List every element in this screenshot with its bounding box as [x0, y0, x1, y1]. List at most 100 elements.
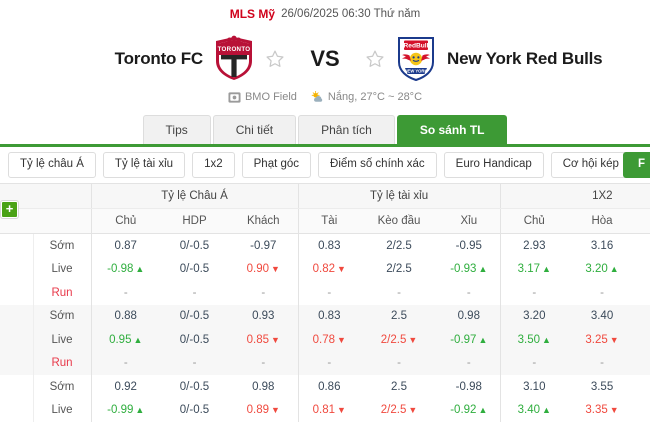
odds-cell[interactable]: 0.86 [297, 375, 361, 399]
stadium-icon [228, 91, 241, 104]
odds-cell[interactable]: 0.81 ▼ [297, 398, 361, 422]
odds-cell[interactable]: 3.35 ▼ [585, 404, 619, 417]
tab-tips[interactable]: Tips [142, 115, 211, 144]
odds-cell[interactable]: -0.97 ▲ [438, 328, 501, 352]
odds-cell[interactable]: 3.25 ▼ [568, 328, 637, 352]
odds-stage-label: Sớm [49, 239, 75, 252]
odds-cell[interactable]: 2.93 [499, 233, 569, 258]
odds-cell[interactable]: 2.5 [391, 380, 408, 393]
tab-phan-tich[interactable]: Phân tích [298, 115, 395, 144]
odds-cell[interactable]: - [261, 286, 266, 299]
odds-cell[interactable]: 0.92 [90, 375, 160, 399]
odds-cell[interactable]: - [229, 351, 299, 375]
odds-cell[interactable]: -0.95 [455, 239, 482, 252]
odds-cell[interactable]: 0.89 ▼ [246, 404, 280, 417]
odds-cell[interactable]: - [297, 351, 361, 375]
odds-cell[interactable]: 3.10 [499, 375, 569, 399]
odds-cell[interactable]: - [438, 351, 501, 375]
favorite-home-star-icon[interactable] [265, 49, 285, 69]
odds-cell[interactable]: 3.40 [568, 304, 637, 328]
odds-cell[interactable]: - [360, 351, 439, 375]
odds-cell[interactable]: - [160, 351, 229, 375]
odds-cell[interactable]: 0.82 ▼ [297, 257, 361, 281]
odds-cell[interactable]: - [192, 286, 197, 299]
odds-cell[interactable]: 0.85 ▼ [229, 328, 299, 352]
odds-cell[interactable]: - [90, 281, 160, 305]
sub-header-ou-over: Tài [297, 208, 361, 234]
odds-cell[interactable]: 0.78 ▼ [297, 328, 361, 352]
chip-ty-le-chau-a[interactable]: Tỷ lệ châu Á [8, 152, 96, 178]
odds-cell[interactable]: -0.97 [250, 239, 277, 252]
odds-cell[interactable]: 3.20 [499, 304, 569, 328]
odds-cell[interactable]: -0.93 ▲ [450, 263, 488, 276]
odds-cell[interactable]: - [499, 351, 569, 375]
odds-cell[interactable]: - [568, 351, 637, 375]
table-row[interactable]: Live 0.95 ▲ 0/-0.5 0.85 ▼ 0.78 ▼ 2/2.5 ▼ -0.97 ▲ 3.5… [0, 328, 650, 352]
table-row[interactable]: Run - - - - - - - - - [0, 281, 650, 305]
odds-cell[interactable]: -0.98 [455, 380, 482, 393]
odds-cell[interactable]: - [600, 286, 604, 299]
odds-cell[interactable]: 0/-0.5 [179, 239, 210, 252]
odds-cell[interactable]: 0.88 [90, 304, 160, 328]
favorite-away-star-icon[interactable] [365, 49, 385, 69]
chip-more-markets[interactable]: F [622, 152, 650, 178]
odds-cell[interactable]: 2/2.5 ▼ [360, 328, 439, 352]
odds-cell[interactable]: - [397, 286, 401, 299]
odds-cell[interactable]: 2.19▼ [636, 399, 650, 423]
odds-cell[interactable]: 3.50 ▲ [499, 328, 569, 352]
odds-cell[interactable]: 3.40 ▲ [499, 398, 569, 422]
away-team-name: New York Red Bulls [447, 49, 603, 68]
odds-cell[interactable]: 0.83 [297, 304, 361, 328]
odds-cell[interactable]: 0.83 [297, 233, 361, 258]
chip-diem-so-chinh-xac[interactable]: Điểm số chính xác [318, 152, 437, 178]
chip-co-hoi-kep[interactable]: Cơ hội kép [550, 152, 631, 178]
table-row[interactable]: Sớm 0.87 0/-0.5 -0.97 0.83 2/2.5 -0.95 2.93 3.16… [0, 233, 650, 258]
odds-cell[interactable]: 0/-0.5 [179, 404, 210, 417]
chip-euro-handicap[interactable]: Euro Handicap [443, 152, 544, 178]
odds-cell[interactable]: 0/-0.5 [179, 380, 210, 393]
expand-all-plus-icon[interactable]: + [1, 201, 18, 218]
table-row[interactable]: Sớm 0.92 0/-0.5 0.98 0.86 2.5 -0.98 3.10 3.55 2.2… [0, 375, 650, 399]
odds-cell[interactable]: 0.98 [438, 304, 501, 328]
odds-cell[interactable]: 2/2.5 [386, 263, 412, 276]
odds-cell[interactable]: 2/2.5 [386, 239, 412, 252]
odds-cell[interactable]: 0.87 [90, 233, 160, 258]
odds-cell[interactable]: 2.20 [636, 328, 650, 352]
odds-cell[interactable]: - [297, 281, 361, 305]
odds-cell[interactable]: 0/-0.5 [179, 263, 210, 276]
odds-cell[interactable]: -0.99 ▲ [90, 398, 160, 422]
odds-cell[interactable]: - [636, 281, 650, 305]
odds-cell[interactable]: - [499, 281, 569, 305]
odds-cell[interactable]: 3.17 ▲ [499, 257, 569, 281]
chip-phat-goc[interactable]: Phạt góc [241, 152, 312, 178]
odds-cell[interactable]: -0.92 ▲ [450, 404, 488, 417]
chip-ty-le-tai-xiu[interactable]: Tỷ lệ tài xỉu [102, 152, 186, 178]
odds-cell[interactable]: 3.55 [590, 380, 614, 393]
tab-so-sanh-tl[interactable]: So sánh TL [396, 115, 508, 144]
odds-cell[interactable]: - [90, 351, 160, 375]
chip-1x2[interactable]: 1x2 [192, 152, 235, 178]
odds-cell[interactable]: 3.20 ▲ [585, 263, 619, 276]
odds-cell[interactable]: - [466, 286, 471, 299]
odds-cell[interactable]: 0.90 ▼ [246, 263, 280, 276]
odds-cell[interactable]: 0/-0.5 [160, 328, 229, 352]
odds-cell[interactable]: 2/2.5 ▼ [380, 404, 418, 417]
odds-cell[interactable]: 2.25 [636, 234, 650, 258]
table-row[interactable]: Run--------- [0, 351, 650, 375]
odds-cell[interactable]: 2.25 [636, 375, 650, 399]
odds-cell[interactable]: 0.98 [252, 380, 275, 393]
odds-cell[interactable]: 2.20 [636, 304, 650, 328]
odds-cell[interactable]: 0/-0.5 [160, 304, 229, 328]
odds-cell[interactable]: -0.98 ▲ [90, 257, 160, 281]
tab-chi-tiet[interactable]: Chi tiết [212, 115, 297, 144]
odds-cell[interactable]: 0.93 [229, 304, 299, 328]
odds-cell[interactable]: 0.95 ▲ [90, 328, 160, 352]
odds-stage-label: Run [51, 286, 73, 299]
odds-cell[interactable]: 3.16 [590, 239, 614, 252]
odds-cell[interactable]: 2.5 [360, 304, 439, 328]
odds-cell[interactable]: 2.20▼ [636, 258, 650, 282]
table-row[interactable]: Live -0.99 ▲ 0/-0.5 0.89 ▼ 0.81 ▼ 2/2.5 ▼ -0.92 ▲ 3.… [0, 398, 650, 423]
table-row[interactable]: Live -0.98 ▲ 0/-0.5 0.90 ▼ 0.82 ▼ 2/2.5 -0.93 ▲ 3.1… [0, 257, 650, 282]
odds-cell[interactable]: - [636, 351, 650, 375]
